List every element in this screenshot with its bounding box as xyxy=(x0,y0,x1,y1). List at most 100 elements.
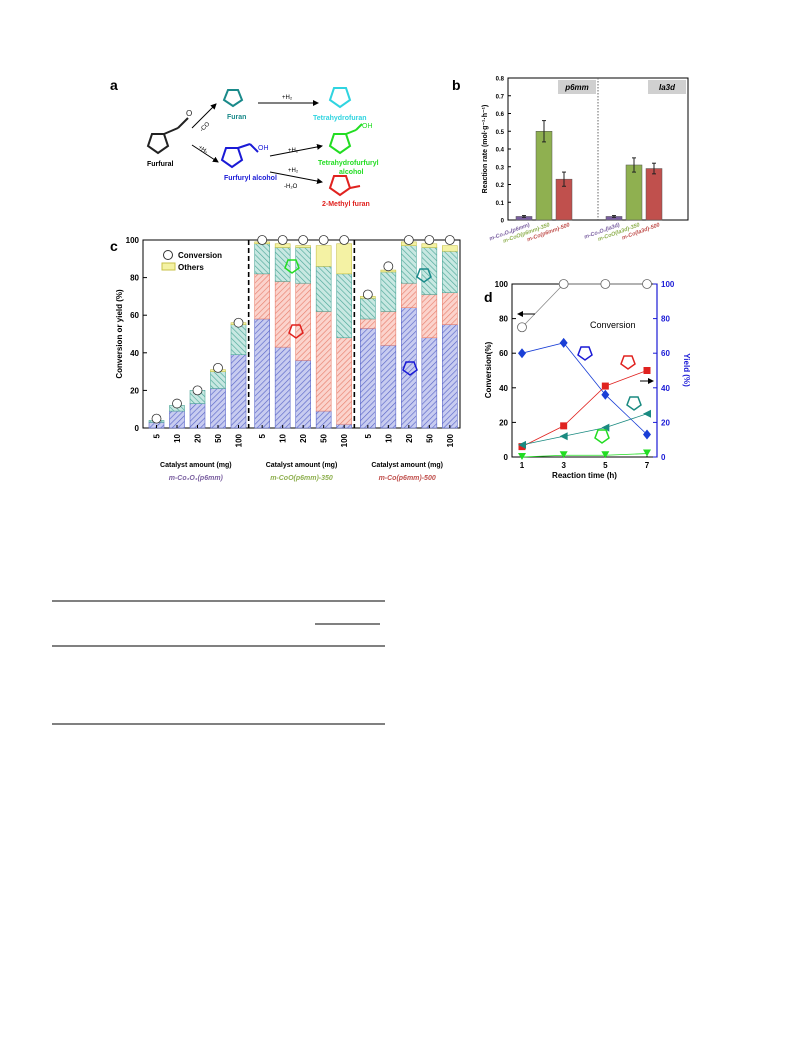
thfa-oh: OH xyxy=(362,123,373,130)
bar-segment-fa xyxy=(442,324,458,429)
group-name-b: p6mm xyxy=(564,83,589,92)
mf-label: 2-Methyl furan xyxy=(322,201,370,208)
xtick-label-c: 10 xyxy=(279,433,288,442)
mf-icon-c xyxy=(288,324,304,339)
bar-segment-fa xyxy=(295,360,311,429)
ytick-label-c: 60 xyxy=(130,311,139,320)
h2o-label: -H₂O xyxy=(284,184,298,190)
bar-segment-thfa xyxy=(401,245,417,284)
y2tick-label-d: 80 xyxy=(661,315,670,324)
mf-structure xyxy=(328,175,361,197)
panel-label-c: c xyxy=(110,238,118,254)
xtick-label-c: 20 xyxy=(299,433,308,442)
xlabel-c: Catalyst amount (mg) xyxy=(371,462,443,469)
xlabel-c: Catalyst amount (mg) xyxy=(160,462,232,469)
table-rules xyxy=(52,600,385,725)
thfa-structure: OH xyxy=(328,123,373,155)
bar-segment-thfa xyxy=(274,247,291,282)
xtick-label-c: 50 xyxy=(425,433,434,442)
bar-b xyxy=(645,168,663,221)
xtick-label-c: 100 xyxy=(340,433,349,447)
legend-others-swatch xyxy=(161,262,176,271)
ylabel-d: Conversion(%) xyxy=(484,341,493,398)
panel-c: c 0 20 40 60 80 100 Conversion or yield (%) 5 10… xyxy=(110,235,461,482)
bar-segment-thfa xyxy=(380,271,397,312)
fa-structure: OH xyxy=(220,143,269,169)
panel-d: d 0 0 20 20 40 40 60 60 80 80 100 100 1 3 5 7 Reaction t… xyxy=(484,279,691,480)
bar-segment-mf xyxy=(254,273,270,320)
bar-segment-fa xyxy=(230,354,247,429)
bar-segment-thfa xyxy=(254,243,270,275)
legend-conversion-marker xyxy=(163,250,173,260)
bar-segment-thfa xyxy=(336,273,352,339)
point-thfa xyxy=(601,423,610,432)
thf-icon-d xyxy=(594,429,610,444)
y2tick-label-d: 20 xyxy=(661,418,670,427)
bar-segment-thfa xyxy=(315,266,332,312)
point-thf xyxy=(559,451,568,459)
conversion-marker-c xyxy=(383,261,394,272)
thf-label: Tetrahydrofuran xyxy=(313,115,367,122)
conversion-marker-c xyxy=(362,289,373,300)
ytick-label-b: 0 xyxy=(501,219,505,225)
chart-b: 0 0.1 0.2 0.3 0.4 0.5 0.6 0.7 0.8 Reaction rate (… xyxy=(482,77,689,245)
point-thfa xyxy=(518,440,526,449)
ytick-label-d: 60 xyxy=(499,349,508,358)
bar-segment-mf xyxy=(401,282,417,308)
xtick-label-c: 10 xyxy=(384,433,393,442)
ytick-label-b: 0.4 xyxy=(496,148,505,154)
xtick-label-d: 5 xyxy=(603,461,608,470)
point-thfa xyxy=(643,409,651,418)
conversion-marker-c xyxy=(192,385,203,396)
xtick-label-c: 20 xyxy=(405,433,414,442)
bar-segment-fa xyxy=(210,388,226,429)
y2label-d: Yield (%) xyxy=(682,353,691,387)
ytick-label-b: 0.8 xyxy=(496,77,505,83)
thfa-label-1: Tetrahydrofurfuryl xyxy=(318,160,379,167)
bar-segment-thfa xyxy=(442,250,458,293)
group-name-c: m-Co₃O₄(p6mm) xyxy=(169,475,224,482)
h2-label-1: +H₂ xyxy=(197,145,209,156)
annotation-d: Conversion xyxy=(590,320,636,330)
chart-c: 0 20 40 60 80 100 Conversion or yield (%) 5 10 20… xyxy=(115,235,461,482)
fa-label: Furfuryl alcohol xyxy=(224,175,277,182)
bar-segment-mf xyxy=(442,292,458,325)
svg-text:O: O xyxy=(186,109,192,118)
bar-segment-mf xyxy=(315,311,332,412)
conversion-marker-c xyxy=(213,362,223,373)
bar-segment-mf xyxy=(336,337,352,425)
bar-segment-fa xyxy=(421,337,438,429)
thf-structure xyxy=(328,87,352,109)
panel-b: b 0 0.1 0.2 0.3 0.4 0.5 0.6 0.7 0.8 Reaction rate… xyxy=(452,77,689,245)
ytick-label-d: 40 xyxy=(499,384,508,393)
bar-segment-fa xyxy=(189,403,206,429)
ytick-label-d: 20 xyxy=(499,418,508,427)
bar-segment-fa xyxy=(254,318,270,429)
fa-oh: OH xyxy=(258,145,269,152)
bar-segment-mf xyxy=(360,318,376,329)
h2-label-4: +H₂ xyxy=(288,168,299,174)
conversion-marker-c xyxy=(298,235,309,245)
bar-segment-mf xyxy=(421,294,438,339)
point-conversion xyxy=(517,322,527,333)
ytick-label-b: 0.6 xyxy=(496,112,505,118)
legend-conversion-label: Conversion xyxy=(178,251,222,260)
co-label: -CO xyxy=(199,121,211,133)
fa-icon-d xyxy=(577,346,593,361)
xtick-label-d: 1 xyxy=(520,461,525,470)
xtick-label-c: 50 xyxy=(320,433,329,442)
bar-segment-mf xyxy=(274,281,291,348)
series-line-conversion xyxy=(521,283,647,328)
point-thfa xyxy=(559,432,568,441)
conversion-marker-c xyxy=(151,413,162,424)
bar-segment-thfa xyxy=(210,371,226,389)
arrow-to-furan xyxy=(191,103,217,129)
ytick-label-c: 80 xyxy=(130,274,139,283)
bar-segment-mf xyxy=(295,282,311,361)
point-fa xyxy=(601,389,610,400)
series-line-fa xyxy=(521,342,648,435)
xtick-label-c: 5 xyxy=(153,433,162,438)
plot-frame-d xyxy=(511,283,658,458)
point-conversion xyxy=(558,279,569,289)
xtick-label-c: 100 xyxy=(235,433,244,447)
